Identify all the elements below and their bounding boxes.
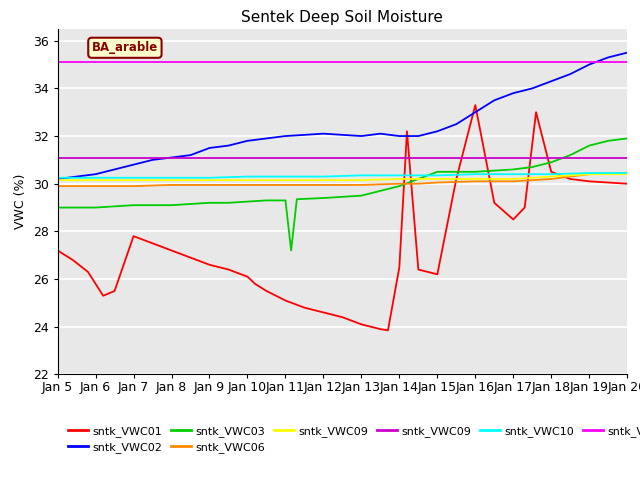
Title: Sentek Deep Soil Moisture: Sentek Deep Soil Moisture [241, 10, 444, 25]
Y-axis label: VWC (%): VWC (%) [14, 174, 27, 229]
Legend: sntk_VWC01, sntk_VWC02, sntk_VWC03, sntk_VWC06, sntk_VWC09, sntk_VWC09, sntk_VWC: sntk_VWC01, sntk_VWC02, sntk_VWC03, sntk… [63, 421, 640, 458]
Text: BA_arable: BA_arable [92, 41, 158, 54]
